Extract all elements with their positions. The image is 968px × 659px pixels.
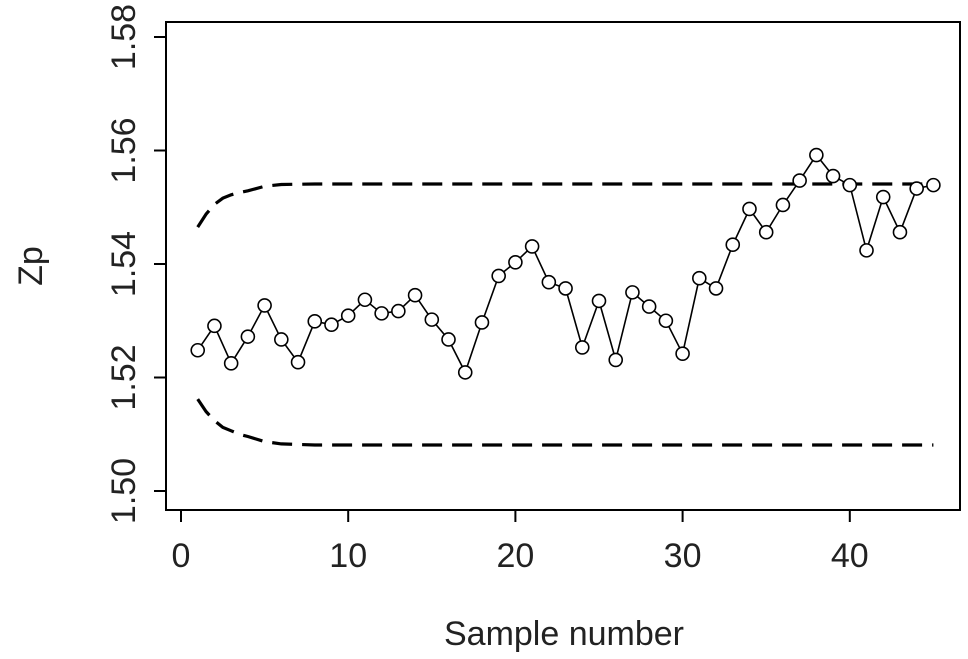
data-point <box>842 177 858 193</box>
x-tick-label: 40 <box>831 537 869 575</box>
data-point <box>892 224 908 240</box>
data-point <box>240 329 256 344</box>
data-point <box>758 224 774 240</box>
data-point <box>625 285 640 300</box>
data-point <box>441 332 456 347</box>
data-point <box>591 293 607 309</box>
data-point <box>708 281 724 296</box>
data-point <box>926 177 941 193</box>
data-point <box>407 287 423 303</box>
upper-control-limit-line <box>196 182 934 228</box>
data-point <box>909 181 924 196</box>
x-axis-label: Sample number <box>444 615 684 653</box>
data-point <box>658 313 674 329</box>
data-point <box>223 356 239 371</box>
data-point <box>374 306 389 321</box>
x-axis: 0 10 20 30 40 <box>172 510 869 575</box>
y-tick-label: 1.52 <box>105 344 143 410</box>
data-point <box>524 239 540 254</box>
data-point <box>692 270 707 286</box>
data-point <box>541 274 557 290</box>
data-point <box>825 168 841 184</box>
data-point <box>340 308 356 323</box>
y-tick-label: 1.58 <box>105 4 143 70</box>
data-point <box>424 312 440 327</box>
data-point <box>742 201 757 217</box>
data-point <box>491 268 506 284</box>
data-point <box>558 281 573 296</box>
data-point <box>574 340 590 355</box>
data-point <box>257 298 272 313</box>
x-tick-label: 30 <box>664 537 702 575</box>
data-point <box>641 299 657 314</box>
control-limits <box>196 182 934 447</box>
data-point <box>207 318 222 334</box>
y-axis-label: Zp <box>12 246 50 286</box>
x-tick-label: 0 <box>172 537 191 575</box>
data-point <box>457 365 473 380</box>
data-point <box>859 243 874 258</box>
data-point <box>675 346 690 361</box>
data-point <box>357 292 373 308</box>
data-series <box>190 147 941 380</box>
data-point <box>608 352 624 368</box>
data-point <box>324 317 339 333</box>
data-point <box>391 303 406 319</box>
y-tick-label: 1.50 <box>105 458 143 524</box>
data-point <box>809 147 824 163</box>
data-point <box>307 314 323 329</box>
series-line <box>197 153 934 375</box>
data-point <box>875 189 891 205</box>
plot-frame <box>165 21 961 511</box>
data-point <box>190 342 206 358</box>
data-point <box>290 354 306 370</box>
lower-control-limit-line <box>196 398 934 447</box>
x-tick-label: 10 <box>329 537 367 575</box>
y-tick-label: 1.56 <box>105 117 143 183</box>
y-tick-label: 1.54 <box>105 231 143 297</box>
data-point <box>725 237 741 253</box>
data-point <box>474 315 490 330</box>
data-point <box>274 332 289 347</box>
y-axis: 1.50 1.52 1.54 1.56 1.58 <box>105 4 166 524</box>
data-point <box>792 173 807 188</box>
data-point <box>508 254 523 270</box>
x-tick-label: 20 <box>496 537 534 575</box>
data-point <box>775 197 791 213</box>
